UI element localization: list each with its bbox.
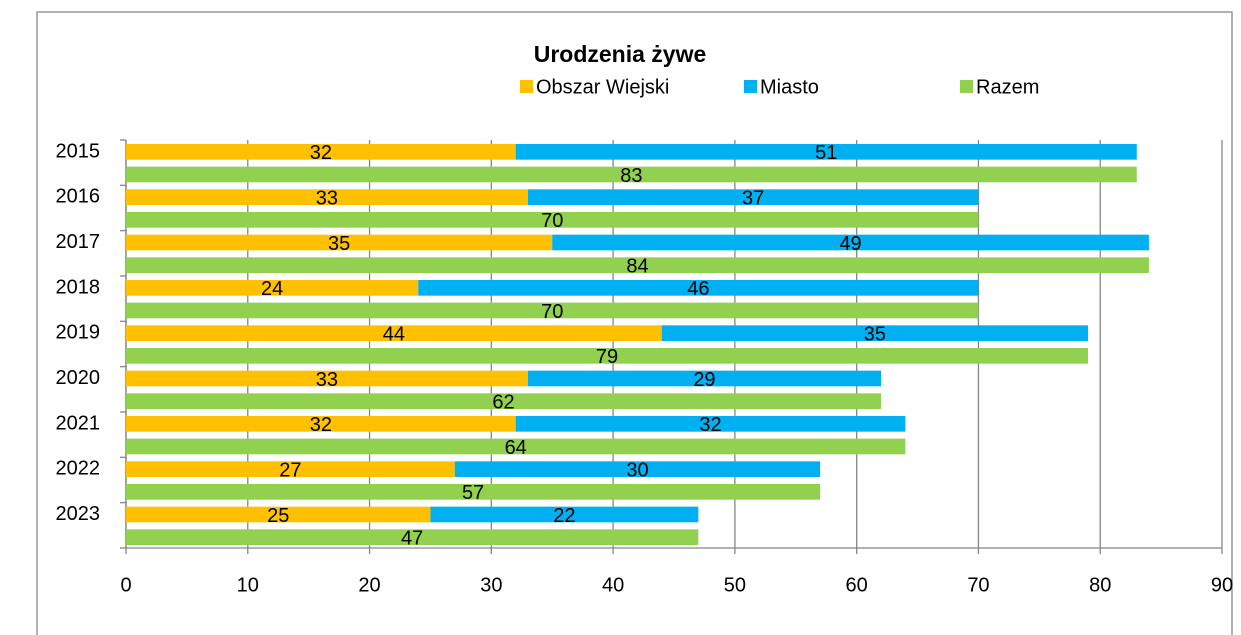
bar [126, 280, 419, 296]
data-label: 33 [316, 187, 338, 209]
bar [126, 529, 699, 545]
bar [527, 370, 882, 387]
bar [661, 325, 1089, 341]
data-label: 44 [383, 323, 405, 345]
bar [126, 506, 431, 523]
x-tick-label: 20 [358, 574, 380, 596]
data-label: 24 [261, 278, 283, 300]
y-tick-label: 2022 [56, 458, 101, 480]
x-tick-label: 80 [1089, 574, 1111, 596]
data-label: 51 [815, 142, 837, 164]
x-tick-label: 60 [846, 574, 868, 596]
x-tick-label: 50 [724, 574, 746, 596]
y-tick-label: 2019 [56, 322, 101, 344]
x-tick-label: 30 [480, 574, 502, 596]
data-label: 62 [492, 391, 514, 413]
legend-swatch [960, 80, 973, 93]
data-label: 33 [316, 369, 338, 391]
bar [418, 280, 979, 296]
bar [126, 189, 528, 205]
x-tick-label: 0 [120, 574, 131, 596]
bar [126, 348, 1089, 364]
data-label: 32 [310, 142, 332, 164]
chart-border [36, 11, 1233, 635]
chart-title: Urodzenia żywe [534, 41, 707, 67]
data-label: 37 [742, 187, 764, 209]
bar [126, 325, 662, 341]
legend-label: Miasto [760, 76, 819, 98]
x-tick-label: 10 [237, 574, 259, 596]
data-label: 32 [310, 414, 332, 436]
y-tick-label: 2015 [56, 140, 101, 162]
x-tick-label: 40 [602, 574, 624, 596]
data-label: 22 [553, 505, 575, 527]
legend-swatch [520, 80, 533, 93]
bar [126, 144, 516, 160]
data-label: 30 [626, 459, 648, 481]
bar [126, 302, 979, 319]
data-label: 70 [541, 210, 563, 232]
data-label: 79 [596, 346, 618, 368]
data-label: 35 [328, 233, 350, 255]
bar [126, 212, 979, 228]
y-tick-label: 2023 [56, 503, 101, 525]
data-label: 25 [267, 505, 289, 527]
y-tick-label: 2018 [56, 276, 101, 298]
bar [126, 484, 821, 500]
data-label: 32 [699, 414, 721, 436]
data-label: 47 [401, 527, 423, 549]
data-label: 83 [620, 165, 642, 187]
data-label: 29 [693, 369, 715, 391]
bar [126, 438, 906, 455]
legend-swatch [744, 80, 757, 93]
x-tick-label: 90 [1211, 574, 1233, 596]
x-tick-label: 70 [967, 574, 989, 596]
y-tick-label: 2016 [56, 186, 101, 208]
bar [515, 416, 906, 432]
bar [430, 506, 699, 523]
data-label: 27 [279, 459, 301, 481]
data-label: 57 [462, 482, 484, 504]
bar [126, 393, 882, 409]
y-tick-label: 2021 [56, 412, 101, 434]
bar [126, 416, 516, 432]
data-label: 46 [687, 278, 709, 300]
y-tick-label: 2017 [56, 231, 101, 253]
bar [454, 461, 821, 477]
y-tick-label: 2020 [56, 367, 101, 389]
data-label: 49 [839, 233, 861, 255]
data-label: 70 [541, 301, 563, 323]
legend-label: Obszar Wiejski [536, 76, 669, 98]
data-label: 35 [864, 323, 886, 345]
bar [126, 234, 553, 251]
data-label: 64 [505, 437, 527, 459]
data-label: 84 [626, 255, 648, 277]
bar [527, 189, 979, 205]
bar [126, 370, 528, 387]
bar [515, 144, 1137, 160]
bar [126, 166, 1137, 183]
bar [126, 257, 1149, 273]
bar [126, 461, 455, 477]
bar [552, 234, 1149, 251]
legend-label: Razem [976, 76, 1039, 98]
